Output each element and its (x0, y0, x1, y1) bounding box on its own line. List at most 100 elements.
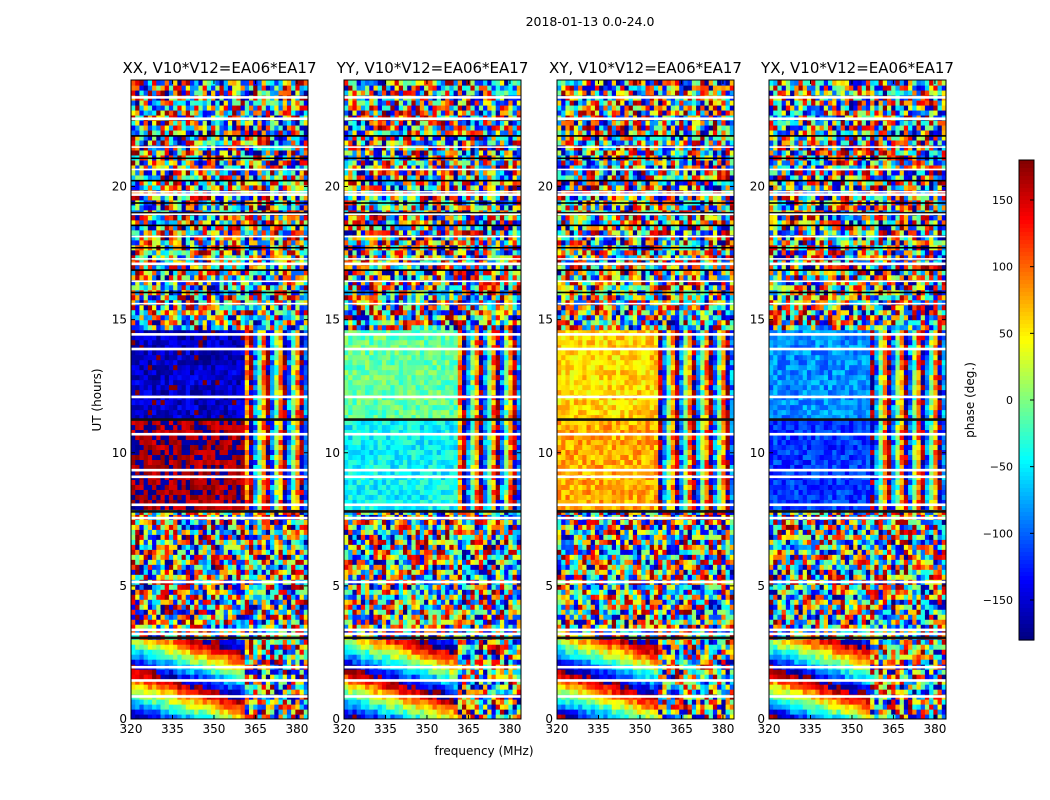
x-tick-label: 350 (841, 722, 864, 736)
colorbar-segment (1019, 408, 1034, 413)
colorbar-segment (1019, 620, 1034, 625)
colorbar-segment (1019, 292, 1034, 297)
colorbar-segment (1019, 556, 1034, 561)
colorbar-tick-label: 100 (992, 261, 1013, 274)
colorbar-segment (1019, 200, 1034, 205)
y-tick-label: 15 (538, 313, 553, 327)
x-tick-label: 335 (799, 722, 822, 736)
colorbar-segment (1019, 476, 1034, 481)
x-axis-label: frequency (MHz) (434, 744, 533, 758)
figure-title: 2018-01-13 0.0-24.0 (526, 14, 655, 29)
colorbar-segment (1019, 608, 1034, 613)
colorbar-segment (1019, 440, 1034, 445)
colorbar-segment (1019, 204, 1034, 209)
colorbar-segment (1019, 264, 1034, 269)
colorbar-segment (1019, 636, 1034, 641)
colorbar-segment (1019, 208, 1034, 213)
y-axis-label: UT (hours) (90, 368, 104, 431)
colorbar-segment (1019, 416, 1034, 421)
colorbar-segment (1019, 604, 1034, 609)
y-tick-label: 15 (325, 313, 340, 327)
colorbar-segment (1019, 332, 1034, 337)
colorbar-segment (1019, 376, 1034, 381)
colorbar-segment (1019, 500, 1034, 505)
colorbar-segment (1019, 544, 1034, 549)
y-tick-label: 10 (538, 446, 553, 460)
colorbar-segment (1019, 516, 1034, 521)
colorbar-segment (1019, 392, 1034, 397)
colorbar-segment (1019, 368, 1034, 373)
colorbar-segment (1019, 612, 1034, 617)
colorbar-segment (1019, 492, 1034, 497)
colorbar-segment (1019, 484, 1034, 489)
colorbar-segment (1019, 168, 1034, 173)
colorbar-segment (1019, 312, 1034, 317)
colorbar-segment (1019, 324, 1034, 329)
colorbar-segment (1019, 224, 1034, 229)
y-tick-label: 5 (332, 579, 340, 593)
colorbar-segment (1019, 388, 1034, 393)
phase-heatmap (344, 80, 521, 719)
x-tick-label: 335 (161, 722, 184, 736)
axes-frame (556, 79, 735, 720)
y-tick-label: 0 (545, 712, 553, 726)
colorbar-segment (1019, 628, 1034, 633)
y-tick-label: 15 (112, 313, 127, 327)
colorbar-segment (1019, 468, 1034, 473)
colorbar-segment (1019, 504, 1034, 509)
colorbar-segment (1019, 436, 1034, 441)
phase-heatmap (557, 80, 734, 719)
x-tick-label: 380 (285, 722, 308, 736)
panel-title: XY, V10*V12=EA06*EA17 (549, 59, 742, 77)
colorbar-tick-label: 150 (992, 194, 1013, 207)
x-tick-label: 350 (629, 722, 652, 736)
colorbar-segment (1019, 172, 1034, 177)
colorbar-segment (1019, 496, 1034, 501)
phase-heatmap (131, 80, 308, 719)
y-tick-label: 0 (757, 712, 765, 726)
colorbar-segment (1019, 572, 1034, 577)
colorbar-segment (1019, 456, 1034, 461)
colorbar-segment (1019, 396, 1034, 401)
colorbar-segment (1019, 632, 1034, 637)
y-tick-label: 20 (538, 180, 553, 194)
colorbar-segment (1019, 428, 1034, 433)
colorbar-segment (1019, 196, 1034, 201)
x-tick-label: 320 (546, 722, 569, 736)
colorbar-segment (1019, 540, 1034, 545)
panels: XX, V10*V12=EA06*EA17 320 335 350 365 380 0 5 10… (112, 59, 954, 736)
colorbar-segment (1019, 464, 1034, 469)
colorbar-segment (1019, 460, 1034, 465)
colorbar-segment (1019, 268, 1034, 273)
colorbar-segment (1019, 192, 1034, 197)
colorbar-segment (1019, 232, 1034, 237)
axes-frame (768, 79, 947, 720)
colorbar-segment (1019, 552, 1034, 557)
colorbar-segment (1019, 360, 1034, 365)
colorbar-segment (1019, 404, 1034, 409)
colorbar-segment (1019, 580, 1034, 585)
x-tick-label: 350 (416, 722, 439, 736)
colorbar-segment (1019, 248, 1034, 253)
x-tick-label: 365 (457, 722, 480, 736)
y-tick-label: 5 (545, 579, 553, 593)
colorbar-segment (1019, 308, 1034, 313)
colorbar-segment (1019, 160, 1034, 165)
colorbar-segment (1019, 424, 1034, 429)
colorbar-segment (1019, 452, 1034, 457)
x-tick-label: 335 (374, 722, 397, 736)
colorbar-segment (1019, 568, 1034, 573)
colorbar-segment (1019, 432, 1034, 437)
x-tick-label: 365 (244, 722, 267, 736)
axes-frame (343, 79, 522, 720)
colorbar-segment (1019, 576, 1034, 581)
colorbar-segment (1019, 584, 1034, 589)
x-tick-label: 350 (203, 722, 226, 736)
colorbar-segment (1019, 560, 1034, 565)
colorbar-segment (1019, 296, 1034, 301)
colorbar-segment (1019, 564, 1034, 569)
y-tick-label: 5 (119, 579, 127, 593)
y-tick-label: 0 (119, 712, 127, 726)
colorbar-segment (1019, 420, 1034, 425)
colorbar-segment (1019, 284, 1034, 289)
